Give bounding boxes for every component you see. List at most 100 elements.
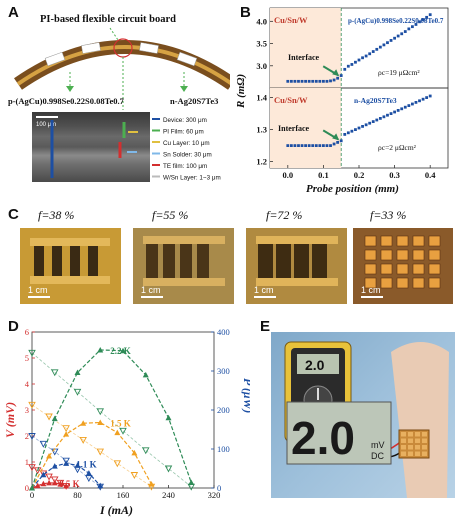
te-leg <box>428 277 441 289</box>
b-bottom-material: n-Ag20S7Te3 <box>354 96 397 105</box>
data-point <box>350 63 354 66</box>
multimeter-small-screen <box>297 354 339 374</box>
panel-label-a: A <box>8 4 19 21</box>
b-x-axis-label: Probe position (mm) <box>306 183 399 195</box>
module-top-bar <box>256 236 338 244</box>
photo-2-drawing: 1 cm <box>133 228 234 304</box>
x-tick-label: 80 <box>73 490 82 500</box>
te-leg <box>412 263 425 275</box>
zoomed-display-mode: DC <box>371 451 384 461</box>
te-leg <box>34 246 44 276</box>
data-point <box>350 129 354 133</box>
te-leg <box>428 249 441 261</box>
voltage-point <box>28 464 36 472</box>
power-point <box>51 463 58 469</box>
te-leg <box>364 235 377 247</box>
te-leg <box>364 263 377 275</box>
x-tick-label: 160 <box>117 490 130 500</box>
photo-4-fill-factor: f=33 % <box>370 208 407 222</box>
power-point <box>131 449 138 456</box>
b-top-material: p-(AgCu)0.998Se0.22S0.08Te0.7 <box>348 17 444 25</box>
data-point <box>293 79 297 83</box>
power-point <box>120 347 126 354</box>
sem-scale-label: 100 μm <box>36 122 56 128</box>
scale-bar <box>361 296 383 298</box>
voltage-point <box>33 467 42 475</box>
y-tick-label: 1.4 <box>256 93 267 103</box>
voltage-point <box>79 436 87 444</box>
zoomed-display-unit: mV <box>371 440 385 450</box>
data-point <box>386 41 389 45</box>
b-bottom-tag: Cu/Sn/W <box>274 95 308 105</box>
y-tick-label: 1.3 <box>256 125 267 135</box>
power-point <box>40 480 47 487</box>
te-leg <box>422 432 427 437</box>
te-block <box>176 51 198 67</box>
photo-3-scale-label: 1 cm <box>254 285 274 295</box>
power-point <box>57 481 64 487</box>
power-point <box>142 371 149 378</box>
voltage-point <box>119 427 127 435</box>
data-point <box>393 110 396 114</box>
data-point <box>425 15 429 19</box>
y-tick-label: 1.2 <box>256 157 267 167</box>
y-tick-label: 2 <box>25 431 29 441</box>
voltage-point <box>28 349 36 357</box>
x-tick-label: 240 <box>162 490 175 500</box>
module-bottom-bar <box>30 276 110 284</box>
data-point <box>343 67 347 71</box>
data-point <box>371 50 375 53</box>
power-curve <box>31 421 152 489</box>
photo-2-scale-label: 1 cm <box>141 285 161 295</box>
panel-a-figure: PI-based flexible circuit board p-(AgCu)… <box>8 14 230 110</box>
data-point <box>364 123 368 127</box>
te-leg <box>197 244 209 278</box>
y2-tick-label: 200 <box>217 405 230 415</box>
scale-bar <box>28 296 50 298</box>
te-leg <box>396 249 409 261</box>
data-point <box>329 79 332 83</box>
data-point <box>407 27 411 31</box>
power-point <box>188 479 195 486</box>
zoomed-display <box>286 401 392 465</box>
power-point <box>97 346 104 353</box>
te-leg <box>412 235 425 247</box>
power-point <box>34 482 41 489</box>
device-photo-3: 1 cm <box>246 228 347 304</box>
d-x-axis-label: I (mA) <box>99 503 133 517</box>
wrist-arm <box>391 342 449 498</box>
b-bottom-interface: Interface <box>278 124 310 133</box>
data-point <box>311 144 315 147</box>
data-point <box>304 144 307 147</box>
device-photo-2: 1 cm <box>133 228 234 304</box>
panel-b-chart: 3.0 3.5 4.0 1.2 1.3 1.4 0.0 0.1 0.2 0.3 0.4 Cu/Sn… <box>235 7 449 195</box>
power-point <box>29 485 35 491</box>
data-point <box>375 118 379 122</box>
panel-label-c: C <box>8 206 19 223</box>
b-top-shade <box>270 8 342 88</box>
sem-legend: Device: 300 μm PI Film: 60 μm Cu Layer: 10… <box>152 117 221 182</box>
data-point <box>389 112 393 115</box>
data-point <box>428 94 432 98</box>
data-point <box>368 121 372 125</box>
scale-bar <box>141 296 163 298</box>
voltage-point <box>141 447 150 455</box>
device-photo-1: 1 cm <box>20 228 121 304</box>
data-point <box>289 144 293 147</box>
te-leg <box>276 244 291 278</box>
data-point <box>378 45 382 49</box>
n-material-label: n-Ag20S7Te3 <box>170 96 218 106</box>
data-point <box>389 39 393 42</box>
data-point <box>311 79 315 83</box>
te-leg <box>408 445 413 450</box>
photo-3-fill-factor: f=72 % <box>266 208 303 222</box>
power-point <box>51 479 58 486</box>
power-curve <box>31 349 192 489</box>
te-leg <box>408 451 413 456</box>
te-leg <box>415 438 420 443</box>
voltage-point <box>28 433 36 440</box>
y2-tick-label: 300 <box>217 366 230 376</box>
y2-tick-label: 100 <box>217 444 230 454</box>
p-material-label: p-(AgCu)0.998Se0.22S0.08Te0.7 <box>8 96 125 106</box>
